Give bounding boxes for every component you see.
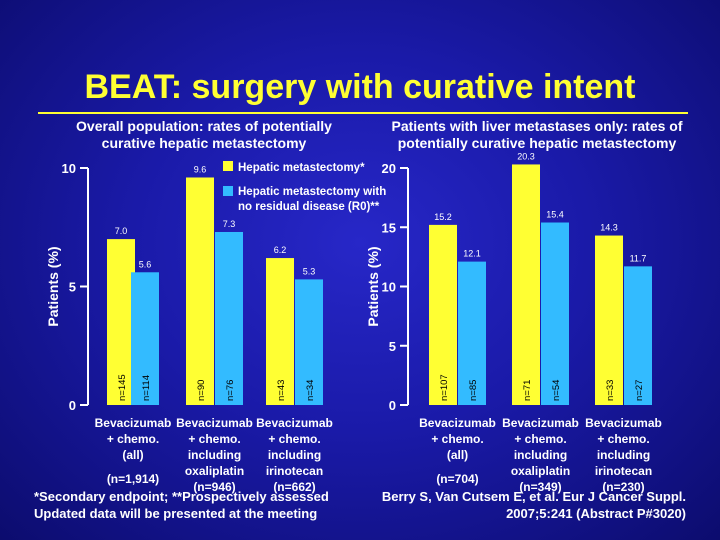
right-category-label: (n=349) <box>519 480 561 494</box>
right-category-label: oxaliplatin <box>511 464 570 478</box>
right-bar-value-label: 20.3 <box>517 151 535 161</box>
right-y-tick-label: 20 <box>382 161 396 176</box>
right-bar <box>595 235 623 405</box>
right-category-label: + chemo. <box>597 432 649 446</box>
right-y-tick-label: 5 <box>389 339 396 354</box>
left-category-label: including <box>268 448 321 462</box>
right-bar-n-label: n=71 <box>522 380 533 401</box>
right-bar <box>458 261 486 405</box>
right-category-label: including <box>597 448 650 462</box>
left-y-tick-label: 10 <box>62 161 76 176</box>
left-category-label: (n=662) <box>273 480 315 494</box>
right-bar-n-label: n=33 <box>605 380 616 401</box>
legend-swatch-r0 <box>223 186 233 196</box>
left-category-label: including <box>188 448 241 462</box>
left-y-axis-label: Patients (%) <box>45 246 61 326</box>
right-y-tick-label: 10 <box>382 280 396 295</box>
right-bar-value-label: 11.7 <box>630 253 647 263</box>
left-category-label: irinotecan <box>266 464 323 478</box>
legend-label-r0-line1: Hepatic metastectomy with <box>238 186 386 198</box>
left-bar-n-label: n=114 <box>141 375 152 401</box>
citation-line-1: Berry S, Van Cutsem E, et al. Eur J Canc… <box>381 489 686 504</box>
right-bar-n-label: n=54 <box>551 380 562 401</box>
right-bar <box>429 224 457 405</box>
left-bar-value-label: 7.0 <box>115 226 128 236</box>
left-bar <box>131 272 159 405</box>
footnote-line-1: *Secondary endpoint; **Prospectively ass… <box>34 489 329 504</box>
right-category-label: Bevacizumab <box>419 416 496 430</box>
citation-line-2: 2007;5:241 (Abstract P#3020) <box>506 506 686 521</box>
footnote-line-2: Updated data will be presented at the me… <box>34 506 318 521</box>
left-bar <box>107 239 135 405</box>
right-y-tick-label: 0 <box>389 398 396 413</box>
left-bar-value-label: 6.2 <box>274 245 287 255</box>
left-category-label: (n=1,914) <box>107 472 159 486</box>
right-category-label: irinotecan <box>595 464 652 478</box>
right-bar <box>624 266 652 405</box>
left-category-label: + chemo. <box>188 432 240 446</box>
right-category-label: (n=704) <box>436 472 478 486</box>
left-bar-value-label: 7.3 <box>223 219 236 229</box>
legend-label-r0-line2: no residual disease (R0)** <box>238 201 380 213</box>
right-category-label: Bevacizumab <box>502 416 579 430</box>
left-bar-n-label: n=34 <box>305 380 316 401</box>
left-category-label: Bevacizumab <box>256 416 333 430</box>
right-bar-n-label: n=107 <box>439 374 450 401</box>
right-y-tick-label: 15 <box>382 220 396 235</box>
left-bar <box>215 231 243 405</box>
right-bar-value-label: 15.2 <box>434 212 452 222</box>
right-bar-value-label: 14.3 <box>600 223 618 233</box>
legend-label-metastectomy: Hepatic metastectomy* <box>238 162 365 174</box>
left-bar-n-label: n=43 <box>276 380 287 401</box>
left-bar-n-label: n=145 <box>117 374 128 401</box>
left-bar <box>266 258 294 405</box>
left-category-label: oxaliplatin <box>185 464 244 478</box>
right-category-label: + chemo. <box>514 432 566 446</box>
right-bar <box>512 164 540 405</box>
left-bar-n-label: n=90 <box>196 380 207 401</box>
left-category-label: (all) <box>122 448 143 462</box>
right-category-label: Bevacizumab <box>585 416 662 430</box>
left-bar-value-label: 9.6 <box>194 164 207 174</box>
right-chart-subtitle: Patients with liver metastases only: rat… <box>391 118 683 151</box>
left-bar <box>186 177 214 405</box>
right-bar-value-label: 15.4 <box>546 210 564 220</box>
right-bar-value-label: 12.1 <box>463 249 481 259</box>
left-y-tick-label: 0 <box>69 398 76 413</box>
left-category-label: (n=946) <box>193 480 235 494</box>
legend-swatch-metastectomy <box>223 161 233 171</box>
right-bar <box>541 222 569 405</box>
left-bar-value-label: 5.3 <box>303 266 316 276</box>
title-underline <box>38 112 688 114</box>
left-category-label: + chemo. <box>107 432 159 446</box>
right-bar-n-label: n=27 <box>634 380 645 401</box>
right-bar-n-label: n=85 <box>468 380 479 401</box>
right-category-label: (all) <box>447 448 468 462</box>
left-bar-value-label: 5.6 <box>139 259 152 269</box>
left-category-label: Bevacizumab <box>176 416 253 430</box>
left-bar <box>295 279 323 405</box>
right-category-label: including <box>514 448 567 462</box>
right-category-label: (n=230) <box>602 480 644 494</box>
left-chart-subtitle: Overall population: rates of potentially… <box>76 118 332 151</box>
citation: Berry S, Van Cutsem E, et al. Eur J Canc… <box>360 488 686 522</box>
left-category-label: + chemo. <box>268 432 320 446</box>
left-bar-n-label: n=76 <box>225 380 236 401</box>
left-category-label: Bevacizumab <box>95 416 172 430</box>
footnote: *Secondary endpoint; **Prospectively ass… <box>34 488 364 522</box>
left-y-tick-label: 5 <box>69 280 76 295</box>
right-y-axis-label: Patients (%) <box>365 246 381 326</box>
slide-title: BEAT: surgery with curative intent <box>84 68 636 106</box>
right-category-label: + chemo. <box>431 432 483 446</box>
